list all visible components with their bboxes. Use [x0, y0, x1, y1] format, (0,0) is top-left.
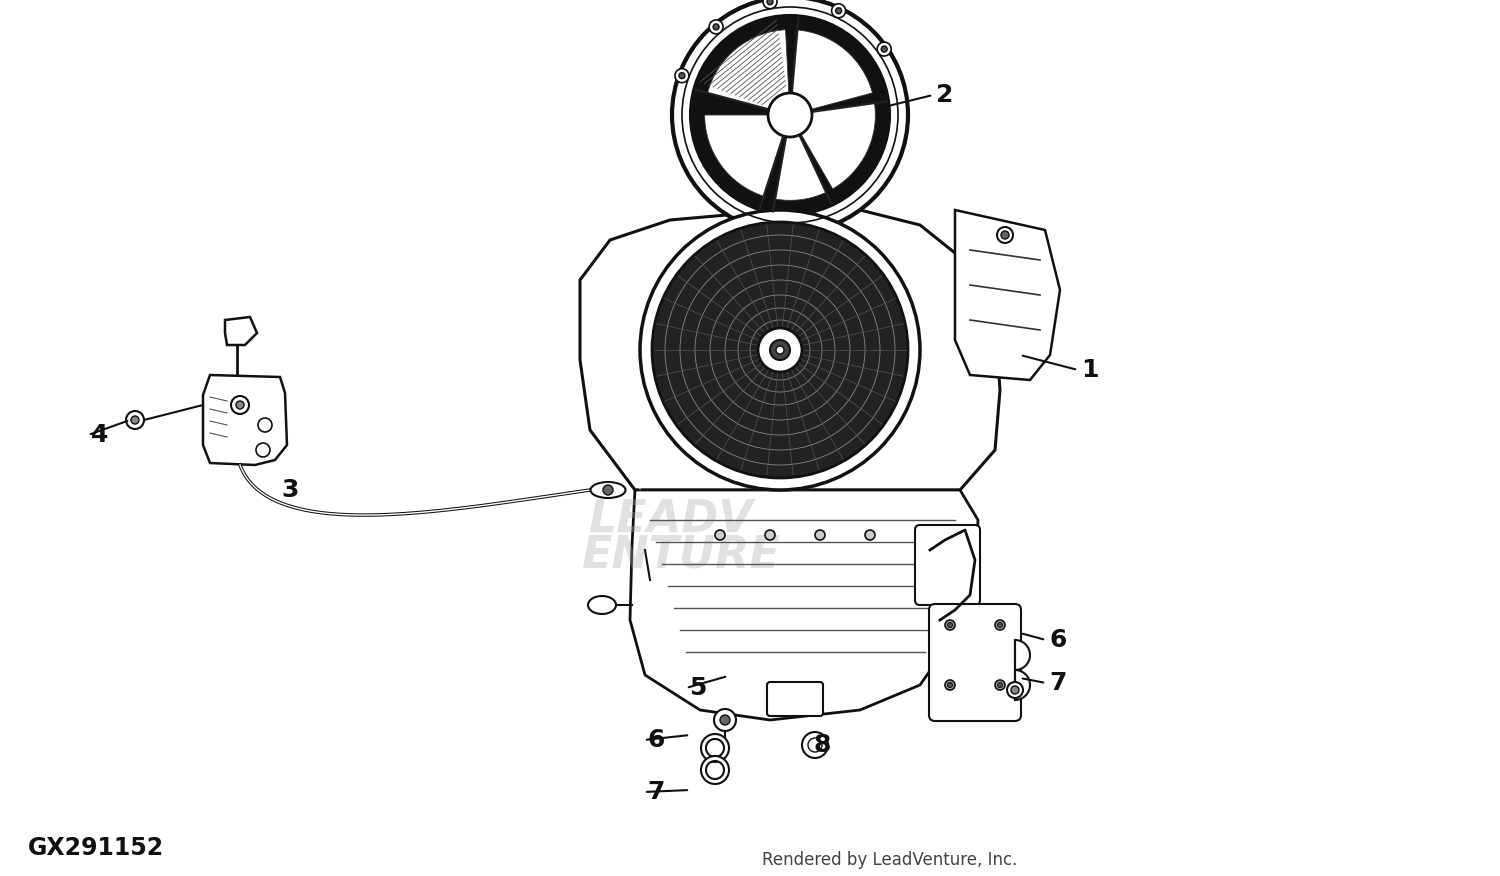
- Circle shape: [945, 620, 956, 630]
- Circle shape: [766, 0, 772, 4]
- Circle shape: [994, 680, 1005, 690]
- Text: 5: 5: [690, 676, 706, 700]
- Circle shape: [256, 443, 270, 457]
- Circle shape: [716, 530, 724, 540]
- Circle shape: [680, 73, 686, 79]
- Polygon shape: [630, 490, 978, 720]
- Text: Rendered by LeadVenture, Inc.: Rendered by LeadVenture, Inc.: [762, 851, 1017, 869]
- Polygon shape: [620, 380, 660, 500]
- Text: 2: 2: [936, 83, 954, 107]
- Circle shape: [603, 485, 613, 495]
- FancyBboxPatch shape: [766, 682, 824, 716]
- FancyBboxPatch shape: [915, 525, 980, 605]
- Wedge shape: [776, 115, 826, 201]
- Ellipse shape: [588, 596, 616, 614]
- Circle shape: [672, 0, 908, 233]
- Wedge shape: [1016, 640, 1031, 670]
- Circle shape: [126, 411, 144, 429]
- Circle shape: [1000, 231, 1010, 239]
- Text: GX291152: GX291152: [28, 836, 164, 860]
- Circle shape: [948, 623, 952, 627]
- Text: 7: 7: [1050, 671, 1066, 695]
- Text: 1: 1: [1082, 358, 1098, 382]
- Circle shape: [758, 328, 802, 372]
- Circle shape: [712, 24, 718, 30]
- Circle shape: [802, 732, 828, 758]
- Text: 3: 3: [282, 478, 298, 502]
- Text: 7: 7: [648, 780, 664, 804]
- Circle shape: [720, 715, 730, 725]
- Circle shape: [130, 416, 140, 424]
- Circle shape: [998, 623, 1002, 627]
- Circle shape: [994, 620, 1005, 630]
- Ellipse shape: [591, 482, 626, 498]
- Circle shape: [258, 418, 272, 432]
- Circle shape: [948, 682, 952, 688]
- Wedge shape: [705, 115, 791, 196]
- Text: 8: 8: [813, 733, 831, 757]
- Circle shape: [776, 346, 784, 354]
- Circle shape: [764, 0, 777, 9]
- Circle shape: [768, 93, 812, 137]
- Polygon shape: [632, 430, 648, 490]
- Circle shape: [1011, 686, 1019, 694]
- FancyBboxPatch shape: [928, 604, 1022, 721]
- Circle shape: [675, 68, 688, 82]
- Text: 6: 6: [1050, 628, 1066, 652]
- Circle shape: [652, 222, 908, 478]
- Wedge shape: [1016, 670, 1031, 700]
- Wedge shape: [790, 103, 876, 189]
- Circle shape: [880, 46, 886, 52]
- Wedge shape: [700, 756, 729, 784]
- Circle shape: [640, 210, 920, 490]
- Circle shape: [690, 15, 889, 215]
- Circle shape: [945, 680, 956, 690]
- Circle shape: [714, 709, 736, 731]
- Wedge shape: [708, 30, 791, 115]
- Polygon shape: [956, 210, 1060, 380]
- Polygon shape: [225, 317, 256, 345]
- Circle shape: [231, 396, 249, 414]
- Circle shape: [865, 530, 874, 540]
- Circle shape: [878, 42, 891, 56]
- Circle shape: [836, 8, 842, 14]
- Circle shape: [236, 401, 244, 409]
- Polygon shape: [202, 375, 286, 465]
- Text: ENTURE: ENTURE: [580, 533, 780, 576]
- Polygon shape: [580, 205, 1000, 490]
- Circle shape: [831, 4, 846, 18]
- Text: 6: 6: [648, 728, 664, 752]
- Circle shape: [710, 20, 723, 34]
- Circle shape: [815, 530, 825, 540]
- Text: LEADV: LEADV: [588, 498, 753, 541]
- Text: 4: 4: [92, 423, 108, 447]
- Circle shape: [1007, 682, 1023, 698]
- Wedge shape: [790, 30, 873, 115]
- Wedge shape: [700, 734, 729, 762]
- Circle shape: [770, 340, 790, 360]
- Circle shape: [998, 682, 1002, 688]
- Circle shape: [998, 227, 1012, 243]
- Circle shape: [765, 530, 776, 540]
